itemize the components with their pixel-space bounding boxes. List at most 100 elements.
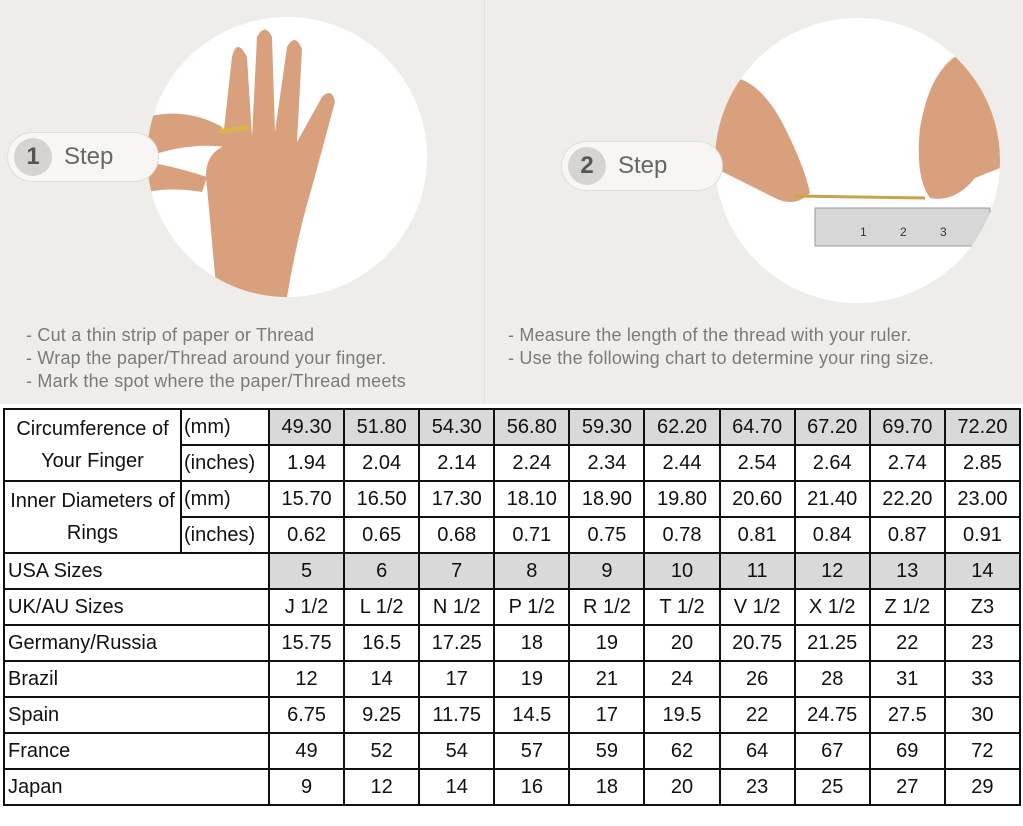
- circumference-mm-cell: 72.20: [943, 408, 1022, 446]
- inner-diameter-inches-cell: 0.78: [643, 516, 721, 554]
- inner-diameter-inches-cell: 0.71: [493, 516, 571, 554]
- size-cell: 9.25: [343, 696, 421, 734]
- circumference-inches-cell: 2.44: [643, 444, 721, 482]
- ruler-mark-3: 3: [940, 225, 947, 239]
- size-cell: 19: [568, 624, 646, 662]
- size-cell: 12: [343, 768, 421, 806]
- inner-diameter-mm-cell: 23.00: [943, 480, 1022, 518]
- inner-diameter-inches-cell: 0.87: [868, 516, 946, 554]
- circumference-inches-row: (inches) 1.94 2.04 2.14 2.24 2.34 2.44 2.54 2.64…: [4, 444, 1022, 482]
- circumference-inches-cell: 2.34: [568, 444, 646, 482]
- size-cell: N 1/2: [418, 588, 496, 626]
- size-cell: 11.75: [418, 696, 496, 734]
- instruction-line: - Mark the spot where the paper/Thread m…: [26, 371, 406, 391]
- size-cell: 25: [793, 768, 871, 806]
- size-cell: 20: [643, 624, 721, 662]
- inner-diameter-mm-cell: 22.20: [868, 480, 946, 518]
- size-cell: 30: [943, 696, 1022, 734]
- hand-with-thread-illustration: [147, 29, 335, 297]
- size-cell: 7: [418, 552, 496, 590]
- inner-diameter-mm-row: Inner Diameters of Rings (mm) 15.70 16.50 17…: [3, 480, 1022, 554]
- circumference-mm-cell: 49.30: [267, 408, 346, 446]
- circumference-mm-cell: 64.70: [718, 408, 796, 446]
- size-cell: 5: [267, 552, 346, 590]
- size-row: France 49 52 54 57 59 62 64 67 69 72: [3, 732, 1022, 770]
- inner-diameter-inches-cell: 0.62: [267, 516, 346, 554]
- step2-ruler-image: 1 2 3: [715, 18, 1000, 303]
- size-cell: 62: [643, 732, 721, 770]
- row-label: USA Sizes: [3, 552, 270, 590]
- instruction-line: - Wrap the paper/Thread around your fing…: [26, 348, 387, 368]
- size-cell: 6.75: [267, 696, 346, 734]
- size-cell: 22: [868, 624, 946, 662]
- inner-diameter-mm-cell: 17.30: [418, 480, 496, 518]
- instructions-panel: 1 Step 1 2 3 2 Step - Cut a thin strip o…: [0, 0, 1023, 404]
- size-cell: L 1/2: [343, 588, 421, 626]
- row-label: Japan: [3, 768, 270, 806]
- size-cell: 27: [868, 768, 946, 806]
- size-cell: 21.25: [793, 624, 871, 662]
- size-cell: 6: [343, 552, 421, 590]
- inner-diameter-mm-cell: 18.10: [493, 480, 571, 518]
- size-cell: 15.75: [267, 624, 346, 662]
- size-cell: 11: [718, 552, 796, 590]
- size-cell: 16.5: [343, 624, 421, 662]
- size-cell: 57: [493, 732, 571, 770]
- circumference-inches-cell: 2.54: [718, 444, 796, 482]
- size-cell: 59: [568, 732, 646, 770]
- size-cell: 24: [643, 660, 721, 698]
- inner-diameter-mm-cell: 15.70: [267, 480, 346, 518]
- inner-diameter-inches-cell: 0.65: [343, 516, 421, 554]
- row-label: UK/AU Sizes: [3, 588, 270, 626]
- inner-diameter-label: Inner Diameters of Rings: [3, 480, 182, 554]
- size-cell: 14.5: [493, 696, 571, 734]
- circumference-inches-cell: 2.14: [418, 444, 496, 482]
- inner-diameter-inches-cell: 0.68: [418, 516, 496, 554]
- inner-diameter-inches-row: (inches) 0.62 0.65 0.68 0.71 0.75 0.78 0.81 0.84…: [4, 516, 1022, 554]
- size-cell: 10: [643, 552, 721, 590]
- inner-diameter-inches-cell: 0.84: [793, 516, 871, 554]
- size-cell: 18: [493, 624, 571, 662]
- circumference-inches-cell: 1.94: [267, 444, 346, 482]
- size-cell: 31: [868, 660, 946, 698]
- circumference-mm-cell: 59.30: [568, 408, 646, 446]
- size-cell: 17: [418, 660, 496, 698]
- size-cell: 69: [868, 732, 946, 770]
- size-cell: 27.5: [868, 696, 946, 734]
- size-cell: T 1/2: [643, 588, 721, 626]
- size-cell: 14: [418, 768, 496, 806]
- size-cell: Z 1/2: [868, 588, 946, 626]
- step2-badge: 2 Step: [562, 142, 722, 190]
- step2-label: Step: [618, 152, 668, 179]
- circumference-mm-cell: 54.30: [418, 408, 496, 446]
- inner-diameter-mm-cell: 21.40: [793, 480, 871, 518]
- step1-label: Step: [64, 143, 114, 170]
- inner-diameter-inches-cell: 0.81: [718, 516, 796, 554]
- size-cell: 14: [343, 660, 421, 698]
- size-row: Japan 9 12 14 16 18 20 23 25 27 29: [3, 768, 1022, 806]
- size-cell: 67: [793, 732, 871, 770]
- inner-diameter-unit: (inches): [180, 516, 270, 554]
- size-cell: 23: [943, 624, 1022, 662]
- size-row: Germany/Russia 15.75 16.5 17.25 18 19 20 20.75 2…: [3, 624, 1022, 662]
- size-cell: 8: [493, 552, 571, 590]
- circumference-mm-cell: 69.70: [868, 408, 946, 446]
- size-row: USA Sizes 5 6 7 8 9 10 11 12 13 14: [3, 552, 1022, 590]
- instruction-line: - Cut a thin strip of paper or Thread: [26, 325, 315, 345]
- circumference-mm-cell: 56.80: [493, 408, 571, 446]
- size-cell: 21: [568, 660, 646, 698]
- inner-diameter-inches-cell: 0.91: [943, 516, 1022, 554]
- size-cell: 9: [267, 768, 346, 806]
- circumference-inches-cell: 2.64: [793, 444, 871, 482]
- circumference-mm-cell: 62.20: [643, 408, 721, 446]
- row-label: Germany/Russia: [3, 624, 270, 662]
- circumference-inches-cell: 2.74: [868, 444, 946, 482]
- size-row: Brazil 12 14 17 19 21 24 26 28 31 33: [3, 660, 1022, 698]
- size-cell: R 1/2: [568, 588, 646, 626]
- size-cell: 19: [493, 660, 571, 698]
- step1-number: 1: [14, 138, 52, 176]
- inner-diameter-mm-cell: 19.80: [643, 480, 721, 518]
- inner-diameter-mm-cell: 20.60: [718, 480, 796, 518]
- size-cell: Z3: [943, 588, 1022, 626]
- inner-diameter-mm-cell: 16.50: [343, 480, 421, 518]
